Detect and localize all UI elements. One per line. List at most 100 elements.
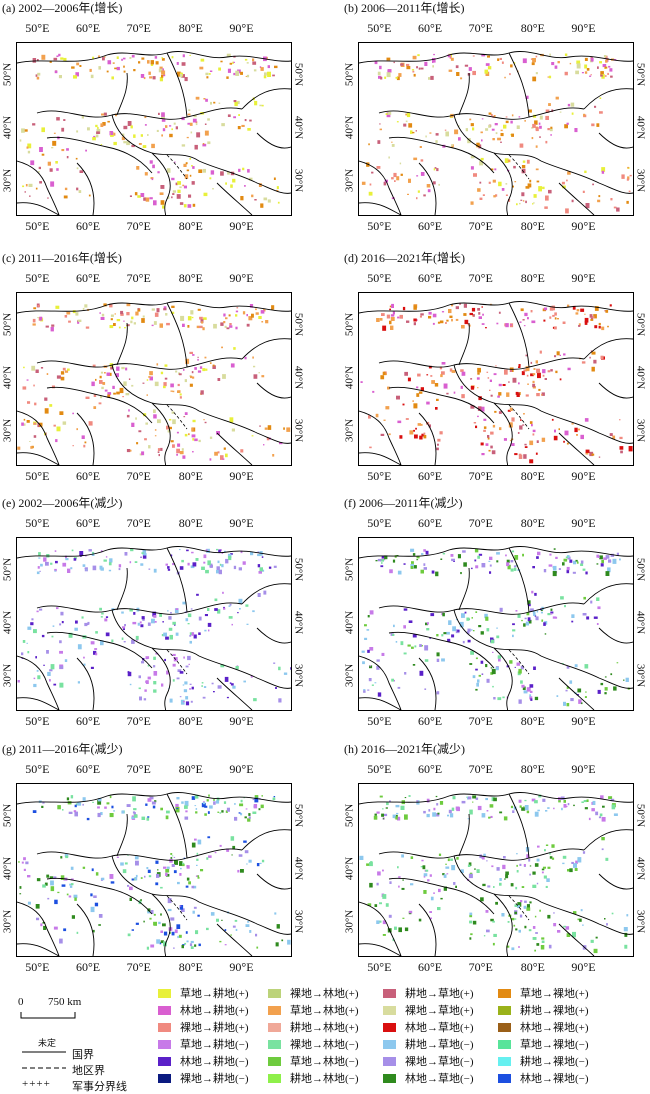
change-patch <box>510 120 513 124</box>
change-patch <box>70 567 73 570</box>
change-patch <box>402 917 405 919</box>
change-patch <box>80 555 82 557</box>
change-patch <box>182 601 187 605</box>
change-patch <box>238 567 242 571</box>
national-border-line <box>558 432 595 465</box>
change-patch <box>481 453 485 456</box>
change-patch <box>165 636 169 640</box>
change-patch <box>424 61 428 66</box>
change-patch <box>386 72 391 78</box>
change-patch <box>98 402 102 405</box>
change-patch <box>246 74 250 78</box>
change-patch <box>171 855 174 857</box>
change-patch <box>560 596 564 600</box>
legend-national-border: 国界 <box>72 1049 94 1061</box>
national-border-line <box>388 136 495 174</box>
change-patch <box>53 424 56 427</box>
change-patch <box>387 111 392 115</box>
change-patch <box>519 143 524 148</box>
change-patch <box>110 318 113 321</box>
change-patch <box>104 56 106 58</box>
change-patch <box>520 680 523 684</box>
change-patch <box>276 189 279 192</box>
change-patch <box>74 627 78 631</box>
change-patch <box>159 613 162 617</box>
change-patch <box>248 816 251 819</box>
panel-title: (c) 2011—2016年(增长) <box>2 251 122 265</box>
change-patch <box>382 894 387 899</box>
change-patch <box>263 590 267 595</box>
change-patch <box>179 202 184 205</box>
change-patch <box>420 423 423 426</box>
change-patch <box>103 112 107 116</box>
change-patch <box>220 171 224 176</box>
change-patch <box>91 868 94 872</box>
change-patch <box>380 375 385 380</box>
change-patch <box>195 811 198 814</box>
change-patch <box>123 141 127 144</box>
change-patch <box>31 618 34 621</box>
change-patch <box>532 58 536 63</box>
change-patch <box>232 845 236 850</box>
change-patch <box>421 859 424 862</box>
change-patch <box>533 194 537 198</box>
change-patch <box>39 570 41 572</box>
change-patch <box>157 869 159 871</box>
change-patch <box>402 879 404 881</box>
change-patch <box>142 618 145 621</box>
change-patch <box>147 676 151 680</box>
change-patch <box>535 360 538 364</box>
change-patch <box>380 433 385 436</box>
change-patch <box>255 308 257 311</box>
change-patch <box>549 852 551 855</box>
change-patch <box>253 365 256 368</box>
change-patch <box>170 390 173 392</box>
change-patch <box>187 122 190 125</box>
change-patch <box>428 424 431 428</box>
change-patch <box>67 801 72 805</box>
change-patch <box>180 867 182 870</box>
change-patch <box>579 918 582 922</box>
change-patch <box>545 109 550 113</box>
change-patch <box>169 931 171 934</box>
change-patch <box>464 611 467 614</box>
change-patch <box>146 394 148 396</box>
lon-tick-top: 80°E <box>520 516 545 530</box>
change-patch <box>445 322 447 324</box>
change-patch <box>138 430 142 433</box>
change-patch <box>554 312 557 316</box>
change-patch <box>39 316 43 321</box>
change-patch <box>195 96 200 100</box>
change-patch <box>413 305 417 310</box>
legend-swatch <box>158 1057 171 1066</box>
change-patch <box>154 435 157 437</box>
change-patch <box>595 811 599 816</box>
change-patch <box>591 123 595 127</box>
change-patch <box>519 425 523 430</box>
change-patch <box>38 171 40 173</box>
national-border-line <box>76 657 95 710</box>
legend-swatch <box>268 989 281 998</box>
change-patch <box>230 934 232 936</box>
change-patch <box>396 76 400 81</box>
change-patch <box>524 805 529 811</box>
change-patch <box>612 435 616 440</box>
change-patch <box>367 649 370 653</box>
change-patch <box>513 806 517 810</box>
change-patch <box>245 808 248 810</box>
change-patch <box>188 109 191 111</box>
change-patch <box>583 113 586 117</box>
change-patch <box>76 167 79 170</box>
change-patch <box>247 128 251 131</box>
change-patch <box>403 625 406 629</box>
change-patch <box>517 902 522 907</box>
change-patch <box>486 929 490 933</box>
change-patch <box>574 128 578 133</box>
change-patch <box>451 144 453 147</box>
change-patch <box>66 156 69 159</box>
change-patch <box>510 560 514 563</box>
lon-tick-bottom: 90°E <box>229 469 254 483</box>
change-patch <box>92 56 95 60</box>
change-patch <box>484 613 488 619</box>
change-patch <box>536 368 540 374</box>
